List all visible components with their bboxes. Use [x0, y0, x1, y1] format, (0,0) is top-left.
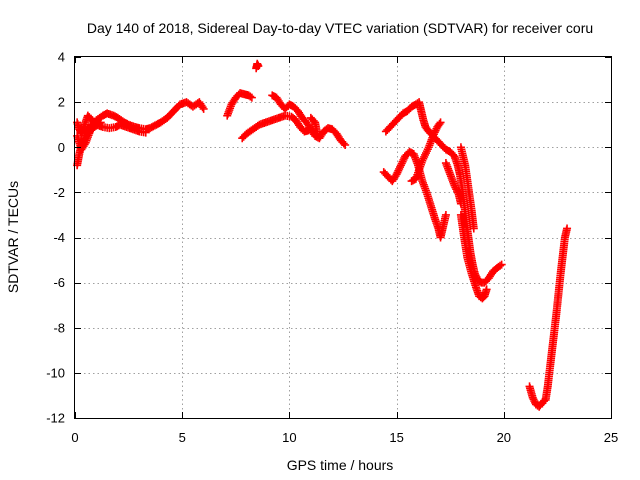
data-point — [430, 128, 439, 137]
x-tick-label: 25 — [604, 430, 618, 445]
data-point — [396, 163, 405, 172]
data-point — [96, 118, 105, 127]
x-tick-label: 10 — [282, 430, 296, 445]
data-point — [497, 260, 506, 269]
data-point — [453, 187, 462, 196]
y-tick-label: -6 — [53, 275, 65, 290]
data-point — [341, 140, 350, 149]
data-point — [246, 92, 255, 101]
data-point — [80, 140, 89, 149]
data-point — [394, 166, 403, 175]
data-point — [452, 185, 461, 194]
y-tick-label: -10 — [46, 365, 65, 380]
data-point — [436, 118, 445, 127]
y-tick-label: -4 — [53, 230, 65, 245]
grid — [75, 57, 611, 418]
data-point — [141, 128, 150, 137]
y-tick-label: 0 — [58, 140, 65, 155]
data-point — [563, 224, 572, 233]
y-tick-label: -8 — [53, 320, 65, 335]
data-point — [199, 104, 208, 113]
x-tick-label: 0 — [71, 430, 78, 445]
data-point — [399, 155, 408, 164]
data-point — [435, 119, 444, 128]
data-point — [441, 210, 450, 219]
data-point — [469, 224, 478, 233]
data-point — [396, 161, 405, 170]
data-point — [496, 261, 505, 270]
y-tick-label: 4 — [58, 50, 65, 65]
data-point — [397, 159, 406, 168]
y-tick-label: -2 — [53, 185, 65, 200]
x-tick-label: 20 — [497, 430, 511, 445]
x-tick-label: 5 — [179, 430, 186, 445]
data-point — [254, 62, 263, 71]
data-point — [456, 199, 465, 208]
y-tick-label: -12 — [46, 411, 65, 426]
data-point — [398, 157, 407, 166]
x-tick-labels: 0 5 10 15 20 25 — [71, 430, 618, 445]
data-point — [313, 129, 322, 138]
x-axis-title: GPS time / hours — [287, 457, 394, 473]
data-point — [429, 130, 438, 139]
plot-points — [73, 59, 572, 411]
data-point — [393, 168, 402, 177]
chart-title: Day 140 of 2018, Sidereal Day-to-day VTE… — [87, 20, 593, 36]
data-point — [198, 103, 207, 112]
plot-frame — [74, 56, 612, 419]
data-point — [450, 181, 459, 190]
data-point — [95, 119, 104, 128]
data-point — [429, 131, 438, 140]
axis-ticks — [75, 57, 612, 419]
y-tick-label: 2 — [58, 95, 65, 110]
data-point — [453, 188, 462, 197]
data-point — [339, 139, 348, 148]
data-point — [395, 164, 404, 173]
data-point — [482, 285, 491, 294]
y-tick-labels: -12 -10 -8 -6 -4 -2 0 2 4 — [46, 50, 65, 426]
data-point — [451, 183, 460, 192]
y-axis-title: SDTVAR / TECUs — [5, 181, 21, 293]
data-point — [431, 126, 440, 135]
x-tick-label: 15 — [389, 430, 403, 445]
data-point — [392, 170, 401, 179]
data-point — [247, 93, 256, 102]
